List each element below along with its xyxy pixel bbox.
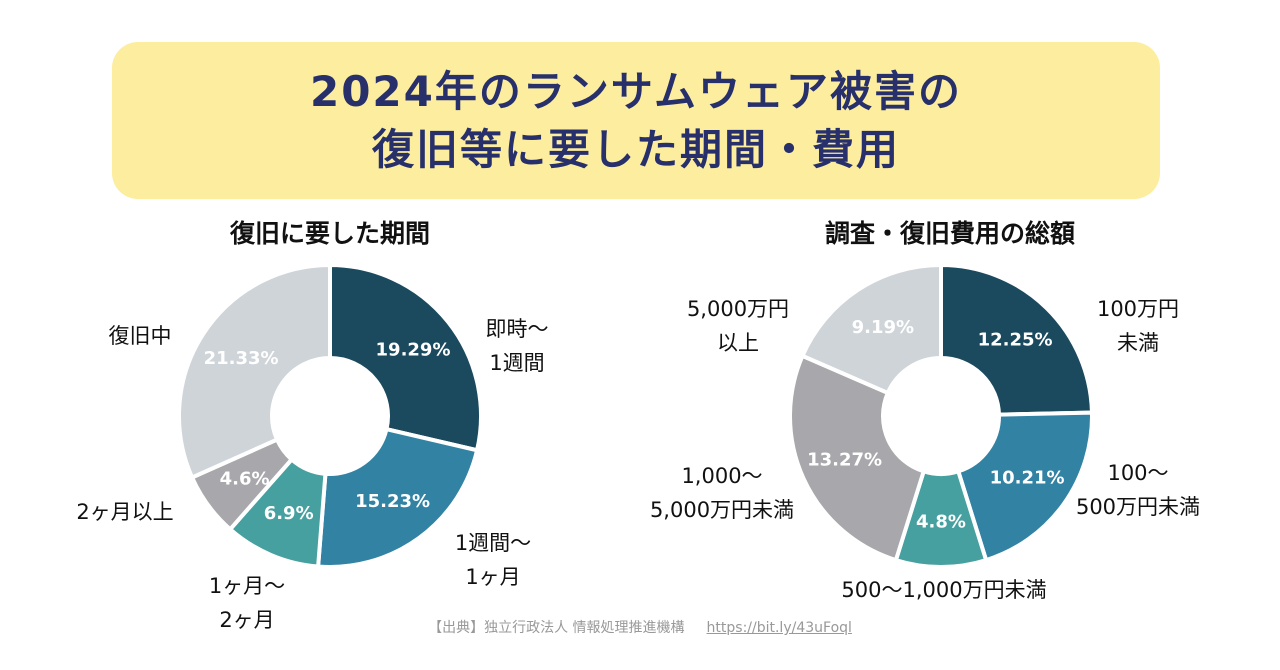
chart1-value-label-2: 15.23%	[355, 491, 430, 512]
chart1-value-label-1: 19.29%	[376, 340, 451, 361]
chart1-slice-1	[328, 262, 483, 453]
chart2-value-label-3: 4.8%	[916, 512, 966, 533]
source-text: 【出典】独立行政法人 情報処理推進機構	[428, 620, 685, 636]
chart1-category-label-1: 即時〜 1週間	[486, 312, 549, 380]
chart2-slice-4	[788, 353, 927, 563]
left-chart-title: 復旧に要した期間	[229, 219, 430, 248]
category-label-line: 100万円	[1096, 297, 1180, 321]
chart2-category-label-1: 100万円未満	[1097, 292, 1179, 360]
category-label-line: 5,000万円未満	[649, 498, 795, 522]
category-label-line: 100〜	[1107, 461, 1169, 485]
chart1-slice-2	[315, 426, 480, 569]
category-label-line: 1週間	[489, 351, 545, 375]
chart2-value-label-5: 9.19%	[852, 317, 914, 338]
banner-title-line-1: 2024年のランサムウェア被害の	[309, 66, 963, 116]
title-banner: 2024年のランサムウェア被害の 復旧等に要した期間・費用	[112, 42, 1160, 199]
banner-title-line-2: 復旧等に要した期間・費用	[371, 124, 900, 174]
chart2-category-label-5: 5,000万円 以上	[687, 292, 789, 360]
chart1-value-label-3: 6.9%	[264, 503, 314, 524]
category-label-line: 2ヶ月	[219, 608, 275, 632]
chart1-category-label-4: 2ヶ月以上	[76, 495, 173, 529]
right-chart-title: 調査・復旧費用の総額	[824, 219, 1075, 248]
chart2-category-label-3: 500〜1,000万円未満	[841, 573, 1046, 607]
source-citation: 【出典】独立行政法人 情報処理推進機構 https://bit.ly/43uFoq…	[0, 617, 1280, 637]
category-label-line: 1週間〜	[454, 531, 532, 555]
category-label-line: 1ヶ月	[465, 565, 521, 589]
chart2-slice-2	[955, 410, 1094, 563]
chart1-category-label-5: 復旧中	[109, 319, 172, 353]
chart2-category-label-4: 1,000〜 5,000万円未満	[650, 459, 794, 527]
chart2-value-label-1: 12.25%	[978, 330, 1053, 351]
category-label-line: 復旧中	[108, 324, 172, 348]
chart1-category-label-2: 1週間〜 1ヶ月	[455, 526, 531, 594]
chart2-value-label-4: 13.27%	[807, 450, 882, 471]
chart1-category-label-3: 1ヶ月〜 2ヶ月	[209, 569, 285, 637]
category-label-line: 以上	[717, 331, 759, 355]
category-label-line: 未満	[1117, 331, 1159, 355]
chart1-value-label-5: 21.33%	[204, 348, 279, 369]
chart2-slice-1	[939, 262, 1095, 417]
category-label-line: 即時〜	[485, 317, 549, 341]
chart2-category-label-2: 100〜 500万円未満	[1076, 456, 1200, 524]
chart2-value-label-2: 10.21%	[990, 467, 1065, 488]
category-label-line: 500〜1,000万円未満	[841, 578, 1047, 602]
chart1-slice-5	[177, 262, 332, 481]
category-label-line: 2ヶ月以上	[76, 500, 174, 524]
source-link[interactable]: https://bit.ly/43uFoql	[706, 620, 852, 636]
chart1-value-label-4: 4.6%	[220, 468, 270, 489]
category-label-line: 5,000万円	[686, 297, 790, 321]
chart2-slice-5	[799, 262, 943, 396]
category-label-line: 1ヶ月〜	[208, 574, 286, 598]
category-label-line: 1,000〜	[681, 464, 763, 488]
category-label-line: 500万円未満	[1075, 495, 1201, 519]
